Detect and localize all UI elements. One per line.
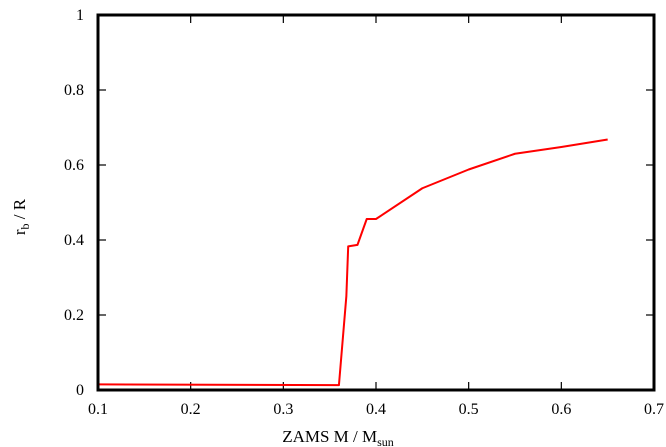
- x-axis-label-subscript: sun: [377, 435, 394, 447]
- x-tick-label: 0.3: [273, 401, 293, 418]
- x-tick-label: 0.7: [644, 401, 664, 418]
- x-tick-label: 0.1: [88, 401, 108, 418]
- y-tick-label: 0.4: [64, 232, 84, 249]
- x-tick-label: 0.5: [459, 401, 479, 418]
- axis-tick-labels: 0.1 0.2 0.3 0.4 0.5 0.6 0.7 0 0.2 0.4 0.6 0.8 1: [64, 7, 664, 418]
- plot-frame: [98, 15, 654, 390]
- x-tick-label: 0.4: [366, 401, 386, 418]
- series-layer: [98, 139, 608, 385]
- axis-ticks: [98, 15, 654, 390]
- y-tick-label: 0.2: [64, 307, 84, 324]
- series-line: [98, 140, 608, 386]
- x-axis-label: ZAMS M / Msun: [282, 427, 394, 447]
- x-tick-label: 0.2: [181, 401, 201, 418]
- y-axis-label-suffix: / R: [10, 198, 29, 223]
- y-tick-label: 0.8: [64, 82, 84, 99]
- y-tick-label: 0.6: [64, 157, 84, 174]
- y-tick-label: 0: [76, 382, 84, 399]
- x-axis-label-main: ZAMS M / M: [282, 427, 377, 446]
- x-tick-label: 0.6: [551, 401, 571, 418]
- y-tick-label: 1: [76, 7, 84, 24]
- y-axis-label: rb / R: [10, 198, 32, 235]
